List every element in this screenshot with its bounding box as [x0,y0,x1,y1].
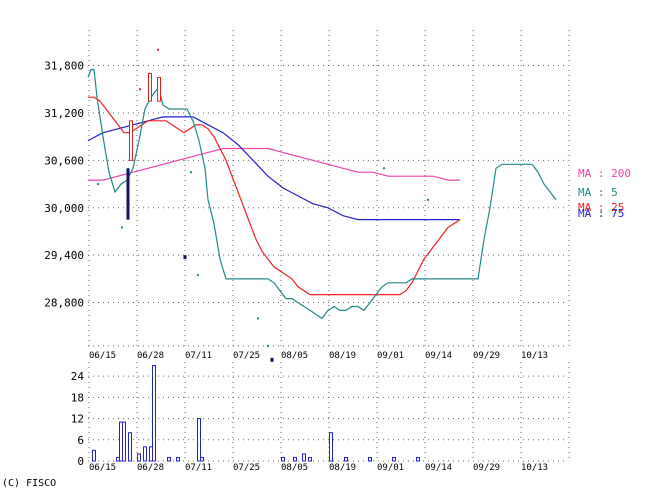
price-marker [97,183,99,186]
volume-bar [122,421,126,462]
price-x-tick-label: 07/11 [185,351,212,361]
price-y-tick-label: 30,000 [44,202,84,215]
volume-bar [281,456,285,462]
volume-x-tick-label: 06/28 [137,463,164,473]
volume-y-tick-label: 0 [77,455,84,468]
volume-bar [329,432,333,462]
series-label-ma75: MA : 75 [578,207,624,220]
line-ma75 [87,116,460,221]
volume-x-tick-label: 06/15 [89,463,116,473]
volume-x-tick-label: 07/25 [233,463,260,473]
price-marker [197,273,199,276]
volume-bar [167,456,171,462]
volume-bar [128,432,132,462]
line-ma200 [88,147,460,181]
price-x-tick-label: 10/13 [521,351,548,361]
volume-y-tick-label: 6 [77,434,84,447]
volume-bar [416,456,420,462]
volume-bar [197,418,201,462]
volume-bar [92,449,96,462]
volume-bar [152,365,156,462]
volume-bar [302,453,306,462]
candlestick [157,76,161,102]
volume-y-tick-label: 18 [71,391,84,404]
line-ma5 [87,68,557,320]
volume-x-tick-label: 09/14 [425,463,452,473]
candlestick [183,255,187,260]
price-x-tick-label: 09/29 [473,351,500,361]
series-label-ma200: MA : 200 [578,167,631,180]
volume-bar [392,456,396,462]
price-y-tick-label: 28,800 [44,297,84,310]
price-marker [139,88,141,91]
candlestick [270,357,274,362]
price-panel: 31,800 31,200 30,600 30,000 29,400 28,800 06/… [44,30,631,362]
candlestick [148,72,152,102]
volume-x-tick-label: 08/05 [281,463,308,473]
price-marker [267,345,269,347]
price-marker [257,317,259,320]
volume-y-tick-label: 24 [71,370,85,383]
price-marker [383,167,385,170]
volume-bar [137,453,141,462]
price-x-tick-label: 09/14 [425,351,452,361]
volume-x-axis: 06/15 06/28 07/11 07/25 08/05 08/19 09/01 09/14… [89,463,548,473]
price-x-tick-label: 07/25 [233,351,260,361]
price-x-tick-label: 08/05 [281,351,308,361]
volume-bars [92,365,420,462]
price-x-tick-label: 09/01 [377,351,404,361]
volume-x-tick-label: 08/19 [329,463,356,473]
copyright-text: (C) FISCO [2,478,56,489]
price-y-tick-label: 31,200 [44,107,84,120]
price-y-tick-label: 30,600 [44,154,84,167]
volume-x-tick-label: 09/29 [473,463,500,473]
volume-y-axis: 24 18 12 6 0 [71,370,85,468]
volume-bar [143,446,147,462]
volume-bar [176,456,180,462]
price-x-tick-label: 06/28 [137,351,164,361]
series-label-ma25: MA : 25 [578,201,624,214]
volume-bar [368,456,372,462]
price-y-tick-label: 31,800 [44,60,84,73]
volume-bar [344,456,348,462]
price-y-tick-label: 29,400 [44,249,84,262]
price-marker [427,198,429,201]
price-x-axis: 06/15 06/28 07/11 07/25 08/05 08/19 09/01 09/14… [89,351,548,361]
volume-x-tick-label: 07/11 [185,463,212,473]
line-ma25 [88,96,461,296]
volume-x-tick-label: 09/01 [377,463,404,473]
price-series [87,68,557,320]
candlestick [129,120,133,161]
price-marker [121,226,123,229]
price-marker [157,48,159,51]
price-marker [190,171,192,174]
price-x-tick-label: 08/19 [329,351,356,361]
price-x-tick-label: 06/15 [89,351,116,361]
candlestick [126,168,130,220]
price-y-axis: 31,800 31,200 30,600 30,000 29,400 28,800 [44,60,84,310]
price-grid [88,30,570,347]
volume-y-tick-label: 12 [71,413,84,426]
volume-bar [293,456,297,462]
series-label-ma5: MA : 5 [578,186,618,199]
volume-x-tick-label: 10/13 [521,463,548,473]
volume-bar [308,456,312,462]
volume-grid [88,362,570,462]
volume-bar [200,456,204,462]
price-candles [97,48,429,362]
